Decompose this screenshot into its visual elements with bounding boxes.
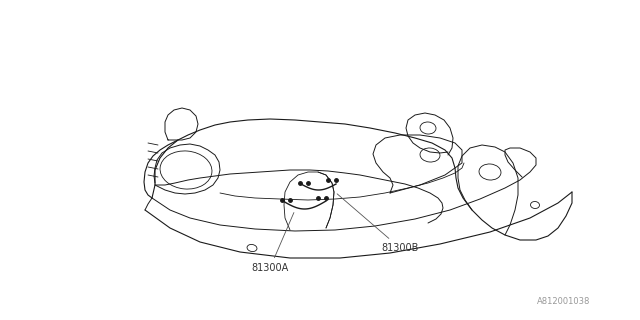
Text: 81300A: 81300A [252, 212, 294, 273]
Text: A812001038: A812001038 [536, 298, 590, 307]
Text: 81300B: 81300B [337, 194, 419, 253]
